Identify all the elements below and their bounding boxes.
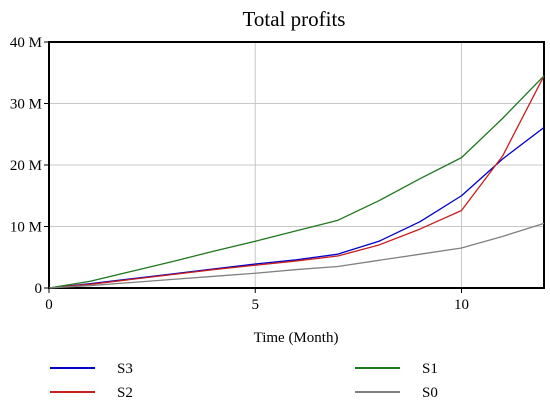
legend-label-s1: S1 bbox=[422, 361, 438, 377]
series-lines bbox=[48, 75, 545, 289]
y-tick-label: 10 M bbox=[10, 220, 42, 236]
y-tick-label: 0 bbox=[35, 281, 43, 297]
legend: S3 S2 S1 S0 bbox=[50, 361, 438, 401]
grid-lines bbox=[49, 42, 544, 288]
x-tick-label: 0 bbox=[45, 297, 53, 313]
chart-title: Total profits bbox=[243, 7, 346, 31]
y-tick-label: 20 M bbox=[10, 158, 42, 174]
legend-label-s2: S2 bbox=[117, 385, 133, 401]
axis-ticks: 0 5 10 0 10 M 20 M 30 M 40 M bbox=[10, 35, 469, 313]
x-tick-label: 10 bbox=[454, 297, 469, 313]
y-tick-label: 30 M bbox=[10, 97, 42, 113]
legend-label-s0: S0 bbox=[422, 385, 438, 401]
series-line-s3 bbox=[48, 126, 545, 289]
series-line-s0 bbox=[48, 222, 545, 289]
x-axis-label: Time (Month) bbox=[254, 330, 339, 346]
legend-label-s3: S3 bbox=[117, 361, 133, 377]
y-tick-label: 40 M bbox=[10, 35, 42, 51]
x-tick-label: 5 bbox=[252, 297, 260, 313]
series-line-s2 bbox=[48, 75, 545, 289]
series-line-s1 bbox=[48, 75, 545, 289]
